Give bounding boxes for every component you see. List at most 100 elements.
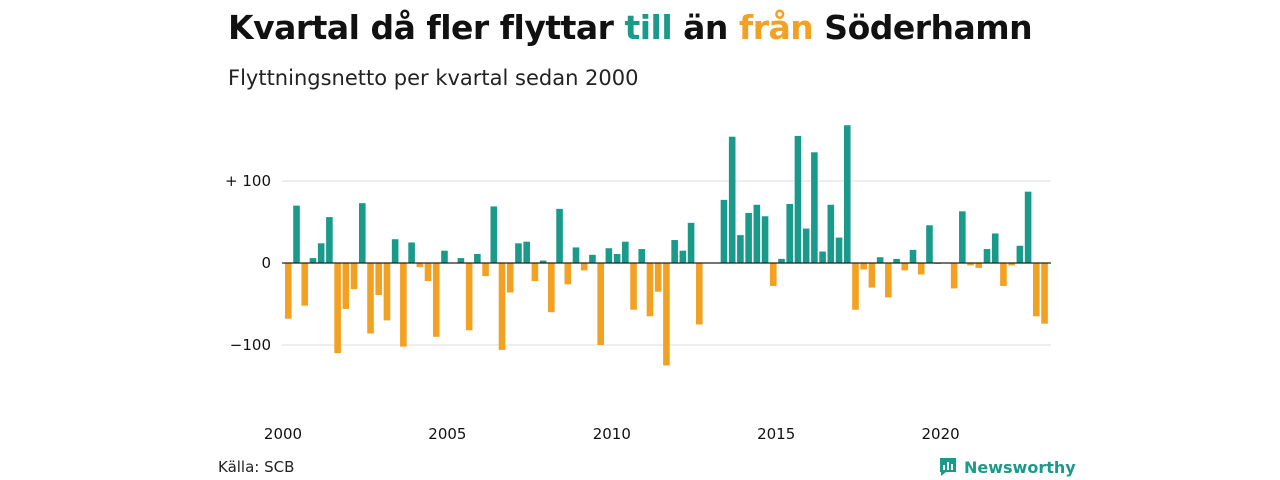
- title-word-in: till: [624, 8, 673, 47]
- title-part-2: än: [672, 8, 739, 47]
- bar: [917, 263, 925, 275]
- bar: [400, 263, 407, 347]
- bar: [753, 204, 761, 263]
- title-word-out: från: [738, 8, 814, 47]
- bar: [852, 263, 859, 310]
- bar: [367, 263, 374, 334]
- bar: [1033, 263, 1040, 317]
- bar: [835, 237, 843, 263]
- bar: [630, 263, 637, 310]
- bar: [959, 211, 966, 263]
- chart-subtitle: Flyttningsnetto per kvartal sedan 2000: [228, 66, 639, 90]
- bar: [457, 258, 465, 263]
- x-tick-label: 2015: [757, 425, 795, 443]
- bar: [285, 263, 292, 319]
- bar: [638, 249, 646, 263]
- bar: [350, 263, 358, 290]
- bar: [786, 203, 794, 263]
- bar: [794, 135, 802, 263]
- title-part-1: Kvartal då fler flyttar: [228, 8, 625, 47]
- bar: [876, 257, 884, 263]
- bar: [696, 263, 703, 325]
- bar: [1024, 191, 1032, 263]
- bar: [778, 258, 785, 263]
- bar: [548, 263, 555, 313]
- source-note: Källa: SCB: [218, 458, 295, 476]
- bar: [745, 212, 752, 263]
- bar: [761, 216, 769, 263]
- bar: [556, 208, 563, 263]
- bar: [1041, 263, 1048, 324]
- bar: [819, 251, 826, 263]
- bar: [309, 258, 317, 263]
- bar: [490, 206, 498, 263]
- bar: [893, 258, 900, 263]
- x-tick-label: 2005: [428, 425, 466, 443]
- bar: [564, 263, 572, 285]
- bar: [622, 241, 629, 263]
- bars: [282, 125, 1051, 366]
- bar: [317, 243, 325, 263]
- x-tick-label: 2020: [922, 425, 960, 443]
- bar: [375, 263, 383, 295]
- bar: [671, 240, 678, 263]
- bar: [301, 263, 309, 306]
- bar: [811, 152, 818, 263]
- y-tick-label: + 100: [225, 172, 271, 190]
- bar: [613, 253, 621, 263]
- bar: [728, 136, 736, 263]
- bar: [506, 263, 514, 293]
- bar: [1008, 263, 1015, 266]
- bar: [860, 263, 867, 270]
- bar: [991, 233, 999, 263]
- bar: [416, 263, 424, 268]
- bar: [737, 235, 744, 263]
- bar: [408, 242, 415, 263]
- bar: [769, 263, 777, 286]
- bar: [531, 263, 539, 282]
- y-tick-label: 0: [261, 254, 271, 272]
- bar: [589, 254, 596, 263]
- bar: [580, 263, 588, 271]
- bar: [432, 263, 440, 337]
- bar: [424, 263, 432, 282]
- bar: [663, 263, 670, 366]
- bar: [909, 249, 917, 263]
- bar: [679, 250, 687, 263]
- bar: [975, 263, 983, 268]
- bar: [843, 125, 851, 264]
- x-tick-label: 2010: [593, 425, 631, 443]
- bar: [983, 249, 991, 263]
- bar: [482, 263, 489, 277]
- title-part-3: Söderhamn: [813, 8, 1033, 47]
- bar: [334, 263, 341, 354]
- newsworthy-logo-icon: [940, 458, 956, 476]
- bar: [901, 263, 909, 271]
- bar: [523, 241, 530, 263]
- bar: [342, 263, 350, 309]
- chart-title: Kvartal då fler flyttar till än från Söd…: [228, 8, 1033, 47]
- bar: [687, 222, 695, 263]
- bar: [391, 239, 399, 263]
- bar: [441, 250, 448, 263]
- bar: [1000, 263, 1007, 286]
- x-axis-ticks: 2000 2005 2010 2015 2020: [264, 425, 960, 443]
- bar: [498, 263, 506, 350]
- bar: [720, 199, 728, 263]
- bar: [950, 263, 958, 289]
- bar: [654, 263, 662, 292]
- x-tick-label: 2000: [264, 425, 302, 443]
- bar: [515, 243, 522, 263]
- y-tick-label: −100: [230, 336, 271, 354]
- bar: [1016, 245, 1024, 263]
- bar: [572, 247, 580, 263]
- bar: [293, 205, 300, 263]
- bar: [539, 260, 547, 263]
- bar: [383, 263, 391, 321]
- brand-name: Newsworthy: [964, 457, 1076, 477]
- brand-logo: Newsworthy: [938, 456, 1076, 478]
- bar: [474, 253, 481, 263]
- bar: [597, 263, 604, 345]
- bar: [926, 225, 933, 263]
